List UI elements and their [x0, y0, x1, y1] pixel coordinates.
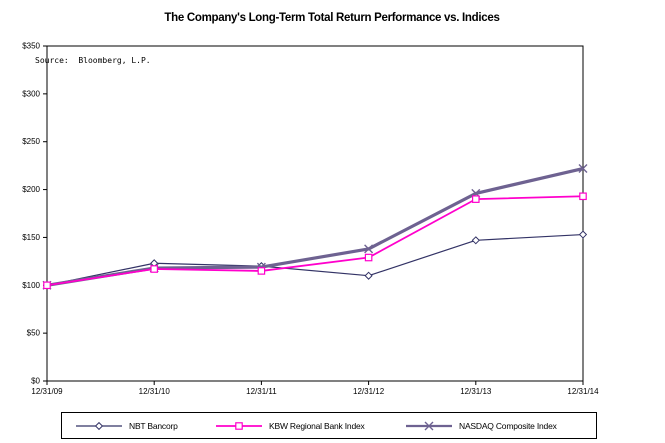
legend-label: NASDAQ Composite Index [459, 420, 557, 431]
data-point-marker-x [364, 244, 374, 254]
series-line [46, 166, 584, 287]
y-tick-label: $250 [22, 137, 40, 146]
y-tick-label: $200 [22, 185, 40, 194]
y-tick-label: $0 [31, 377, 40, 386]
data-point-marker-square [364, 253, 373, 262]
legend-swatch [406, 421, 452, 430]
data-point-marker-square [150, 265, 159, 273]
x-tick-label: 12/31/14 [567, 387, 599, 396]
data-point-marker-square [472, 195, 480, 203]
legend-item-kbw-regional-bank-index: KBW Regional Bank Index [216, 413, 365, 438]
legend-swatch [76, 421, 122, 430]
y-tick-label: $150 [22, 233, 40, 242]
data-point-marker-square [235, 421, 243, 430]
series-kbw-regional-bank-index [43, 192, 587, 290]
legend-item-nasdaq-composite-index: NASDAQ Composite Index [406, 413, 557, 438]
legend-box: NBT Bancorp KBW Regional Bank Index NASDAQ… [61, 412, 597, 439]
legend-swatch [216, 421, 262, 430]
series-line [46, 233, 584, 286]
x-tick-label: 12/31/13 [460, 387, 492, 396]
series-nbt-bancorp [42, 230, 588, 290]
series-line [46, 195, 584, 287]
data-point-marker-x [424, 421, 434, 430]
data-point-marker-square [43, 281, 51, 290]
y-tick-label: $100 [22, 281, 40, 290]
x-tick-label: 12/31/11 [246, 387, 277, 396]
x-tick-label: 12/31/09 [31, 387, 63, 396]
legend-label: KBW Regional Bank Index [269, 420, 365, 431]
data-point-marker-diamond [364, 271, 373, 280]
plot-border [46, 45, 584, 382]
y-tick-label: $350 [22, 42, 40, 51]
data-point-marker-diamond [471, 236, 480, 245]
data-point-marker-square [257, 267, 266, 275]
legend-label: NBT Bancorp [129, 420, 178, 431]
chart-title: The Company's Long-Term Total Return Per… [164, 12, 500, 24]
data-point-marker-diamond [578, 230, 588, 239]
x-tick-label: 12/31/12 [353, 387, 385, 396]
y-tick-label: $50 [27, 329, 41, 338]
data-point-marker-x [578, 164, 588, 174]
x-tick-label: 12/31/10 [139, 387, 171, 396]
data-point-marker-square [579, 192, 587, 201]
source-note: Source: Bloomberg, L.P. [35, 56, 151, 65]
data-point-marker-diamond [94, 421, 104, 430]
legend-item-nbt-bancorp: NBT Bancorp [76, 413, 178, 438]
y-tick-label: $300 [22, 89, 40, 98]
